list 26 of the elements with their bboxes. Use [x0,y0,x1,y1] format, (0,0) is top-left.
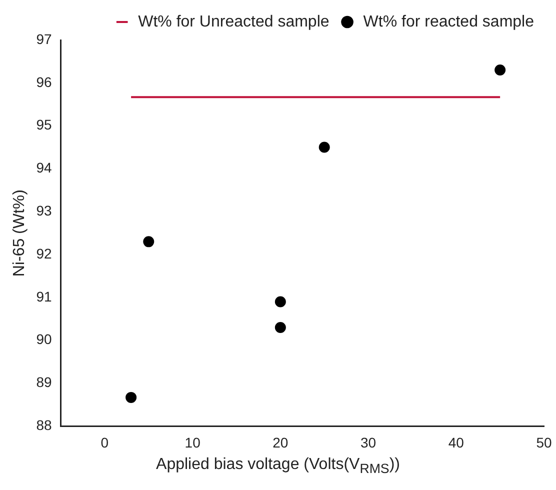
x-tick-label: 0 [100,434,109,450]
y-tick-label: 95 [36,116,52,133]
y-tick-label: 91 [36,288,52,304]
y-tick-label: 93 [36,202,52,219]
point [274,296,286,308]
y-tick-label: 92 [36,245,52,262]
y-tick-label: 90 [36,331,52,348]
y-tick-label: 96 [36,74,52,90]
y-axis-title: Ni-65 (Wt%) [11,190,28,277]
point [274,322,286,334]
x-axis-title: Applied bias voltage (Volts(V$_{RMS}$)) [155,456,401,476]
x-tick-label: 10 [184,434,201,450]
x-tick-label: 50 [536,434,552,450]
legend-label: Wt% for Unreacted sample [138,13,330,30]
x-tick-label: 20 [272,434,288,450]
y-tick-label: 97 [36,30,52,47]
point [318,142,330,153]
y-tick-label: 88 [36,417,52,434]
point [143,236,154,248]
x-tick-label: 40 [448,434,464,450]
point [126,392,137,403]
point [494,64,506,76]
y-tick-label: 94 [36,160,52,176]
y-tick-label: 89 [36,374,52,390]
legend-label: Wt% for reacted sample [363,13,534,30]
x-tick-label: 30 [360,434,376,450]
